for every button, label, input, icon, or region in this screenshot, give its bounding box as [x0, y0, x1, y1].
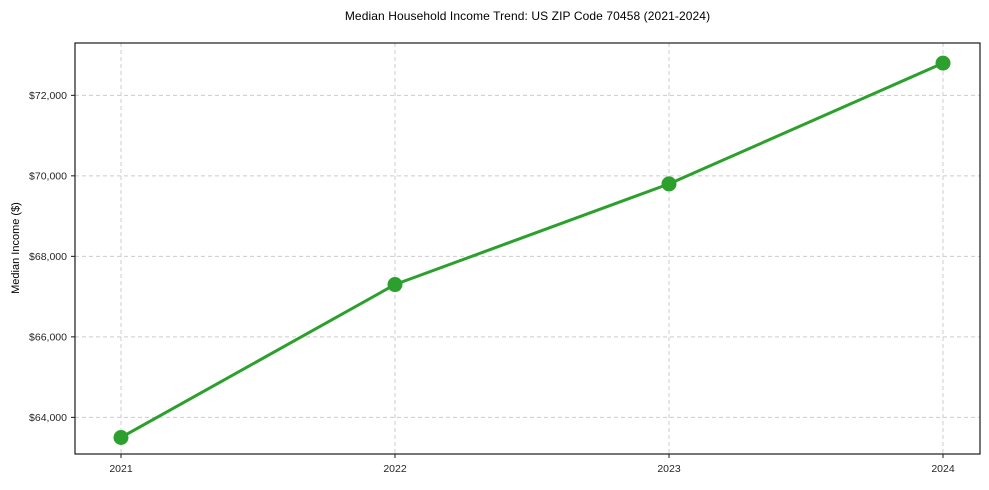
x-tick-label: 2021	[109, 463, 133, 475]
x-tick-label: 2022	[383, 463, 407, 475]
y-tick-label: $72,000	[29, 90, 67, 102]
y-axis-label: Median Income ($)	[10, 202, 22, 294]
data-point-marker	[113, 429, 129, 445]
y-tick-label: $66,000	[29, 331, 67, 343]
y-tick-label: $68,000	[29, 251, 67, 263]
y-tick-label: $64,000	[29, 412, 67, 424]
x-tick-label: 2024	[931, 463, 955, 475]
chart-title: Median Household Income Trend: US ZIP Co…	[344, 9, 711, 23]
y-tick-label: $70,000	[29, 170, 67, 182]
trend-line	[119, 61, 945, 439]
data-point-marker	[387, 277, 403, 293]
plot-border	[74, 42, 981, 455]
data-point-marker	[935, 55, 951, 71]
x-tick-label: 2023	[657, 463, 681, 475]
data-point-marker	[661, 176, 677, 192]
